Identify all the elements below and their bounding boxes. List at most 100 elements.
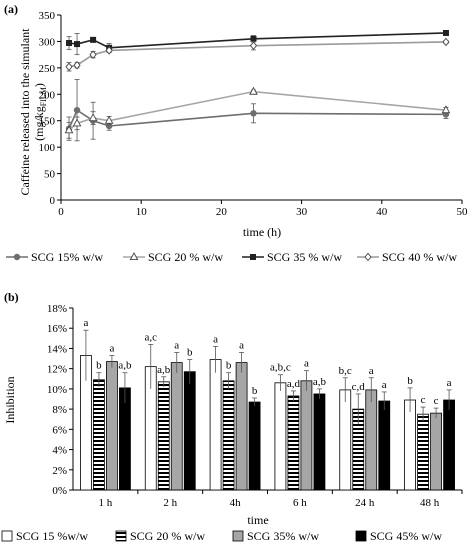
significance-label: b,c: [339, 365, 352, 377]
data-point: [64, 125, 74, 134]
y-tick-label: 12%: [47, 364, 67, 376]
bar: [443, 399, 455, 491]
x-tick-label: 4h: [230, 497, 242, 509]
significance-label: a: [109, 343, 114, 355]
significance-label: a: [382, 379, 387, 391]
legend-label: SCG 15 %w/w: [16, 529, 88, 543]
y-tick-label: 0%: [52, 485, 67, 497]
data-point: [442, 29, 449, 36]
series-scg-15-w-w: [65, 79, 450, 142]
legend-label: SCG 20 % w/w: [148, 250, 223, 264]
legend-label: SCG 35 % w/w: [267, 250, 342, 264]
data-point: [105, 122, 113, 130]
bar: [183, 371, 196, 491]
bar: [170, 362, 183, 491]
data-point: [250, 110, 257, 117]
y-tick-label: 250: [39, 63, 56, 75]
significance-label: c: [434, 395, 439, 407]
x-tick-label: 50: [457, 206, 469, 218]
legend-swatch: [355, 530, 367, 542]
panel-b-label: (b): [4, 290, 19, 304]
significance-label: b: [96, 360, 102, 372]
data-point: [88, 113, 98, 122]
bar: [93, 379, 105, 491]
series-scg-20-w-w: [64, 86, 451, 139]
bar: [157, 381, 170, 491]
x-tick-label: 6 h: [293, 497, 307, 509]
panel-a-label: (a): [4, 2, 18, 16]
bar: [365, 389, 378, 491]
significance-label: a,b: [313, 376, 327, 388]
y-tick-label: 18%: [47, 303, 67, 315]
x-tick-label: 48 h: [420, 497, 440, 509]
legend-swatch: [115, 530, 127, 542]
significance-label: a: [304, 358, 309, 370]
data-point: [66, 40, 73, 47]
data-point: [90, 36, 97, 43]
significance-label: c: [421, 394, 426, 406]
y-tick-label: 14%: [47, 343, 67, 355]
legend-marker: [13, 253, 21, 261]
significance-label: a,b,c: [270, 362, 291, 374]
bar: [378, 400, 391, 491]
panel-a: (a) 0 10 20 30 40 50 0 50 100 150 200 250 300 350 tim…: [4, 2, 468, 264]
legend-marker: [129, 252, 139, 261]
bar: [430, 412, 442, 491]
legend-marker: [250, 254, 256, 260]
panel-b-y-axis-title: Inhibition: [3, 376, 17, 423]
x-tick-label: 10: [136, 206, 148, 218]
panel-a-y-axis-unit: (mg/kgFILM): [32, 83, 48, 141]
panel-a-series: [64, 29, 451, 142]
bar: [274, 382, 287, 491]
significance-label: c,d: [352, 381, 366, 393]
panel-b-axes: 0% 2% 4% 6% 8% 10% 12% 14% 16% 18% 1 h 2 h 4h 6 h 24 h…: [47, 303, 463, 509]
panel-b-x-axis-title: time: [247, 513, 268, 527]
significance-label: b: [252, 385, 258, 397]
bar: [339, 389, 352, 491]
legend-label: SCG 40 % w/w: [382, 250, 457, 264]
data-point: [441, 105, 451, 114]
series-scg-40-w-w: [65, 37, 450, 72]
data-point: [249, 41, 258, 50]
y-tick-label: 8%: [52, 404, 67, 416]
x-tick-label: 1 h: [99, 497, 113, 509]
significance-label: a: [239, 339, 244, 351]
x-tick-label: 20: [216, 206, 228, 218]
significance-label: a,b: [157, 364, 171, 376]
panel-a-axes: 0 10 20 30 40 50 0 50 100 150 200 250 300 350: [39, 10, 469, 218]
y-tick-label: 350: [39, 10, 56, 22]
legend-label: SCG 45% w/w: [370, 529, 442, 543]
y-tick-label: 100: [39, 142, 56, 154]
significance-label: a: [83, 317, 88, 329]
legend-swatch: [1, 530, 13, 542]
bar: [235, 362, 248, 491]
significance-label: a: [447, 377, 452, 389]
y-tick-label: 0: [50, 195, 56, 207]
bar: [209, 359, 222, 491]
data-point: [104, 115, 114, 124]
significance-label: b: [187, 347, 193, 359]
significance-label: a,d: [287, 378, 301, 390]
significance-label: a: [213, 333, 218, 345]
y-tick-label: 10%: [47, 384, 67, 396]
significance-label: b: [226, 360, 232, 372]
x-tick-label: 40: [376, 206, 388, 218]
data-point: [73, 106, 81, 114]
significance-label: a,b: [118, 360, 132, 372]
y-tick-label: 6%: [52, 424, 67, 436]
y-tick-label: 200: [39, 89, 56, 101]
legend-label: SCG 15% w/w: [31, 250, 103, 264]
y-tick-label: 300: [39, 36, 56, 48]
y-tick-label: 4%: [52, 445, 67, 457]
data-point: [73, 60, 81, 70]
bar: [287, 395, 300, 491]
bar: [222, 380, 235, 491]
panel-a-y-axis-title: Caffeine released into the simulant: [18, 28, 32, 196]
legend-marker: [364, 252, 372, 262]
x-tick-label: 30: [296, 206, 308, 218]
legend-swatch: [232, 530, 244, 542]
data-point: [72, 118, 82, 127]
x-tick-label: 2 h: [163, 497, 177, 509]
series-line: [68, 41, 446, 68]
significance-label: a,c: [144, 331, 157, 343]
